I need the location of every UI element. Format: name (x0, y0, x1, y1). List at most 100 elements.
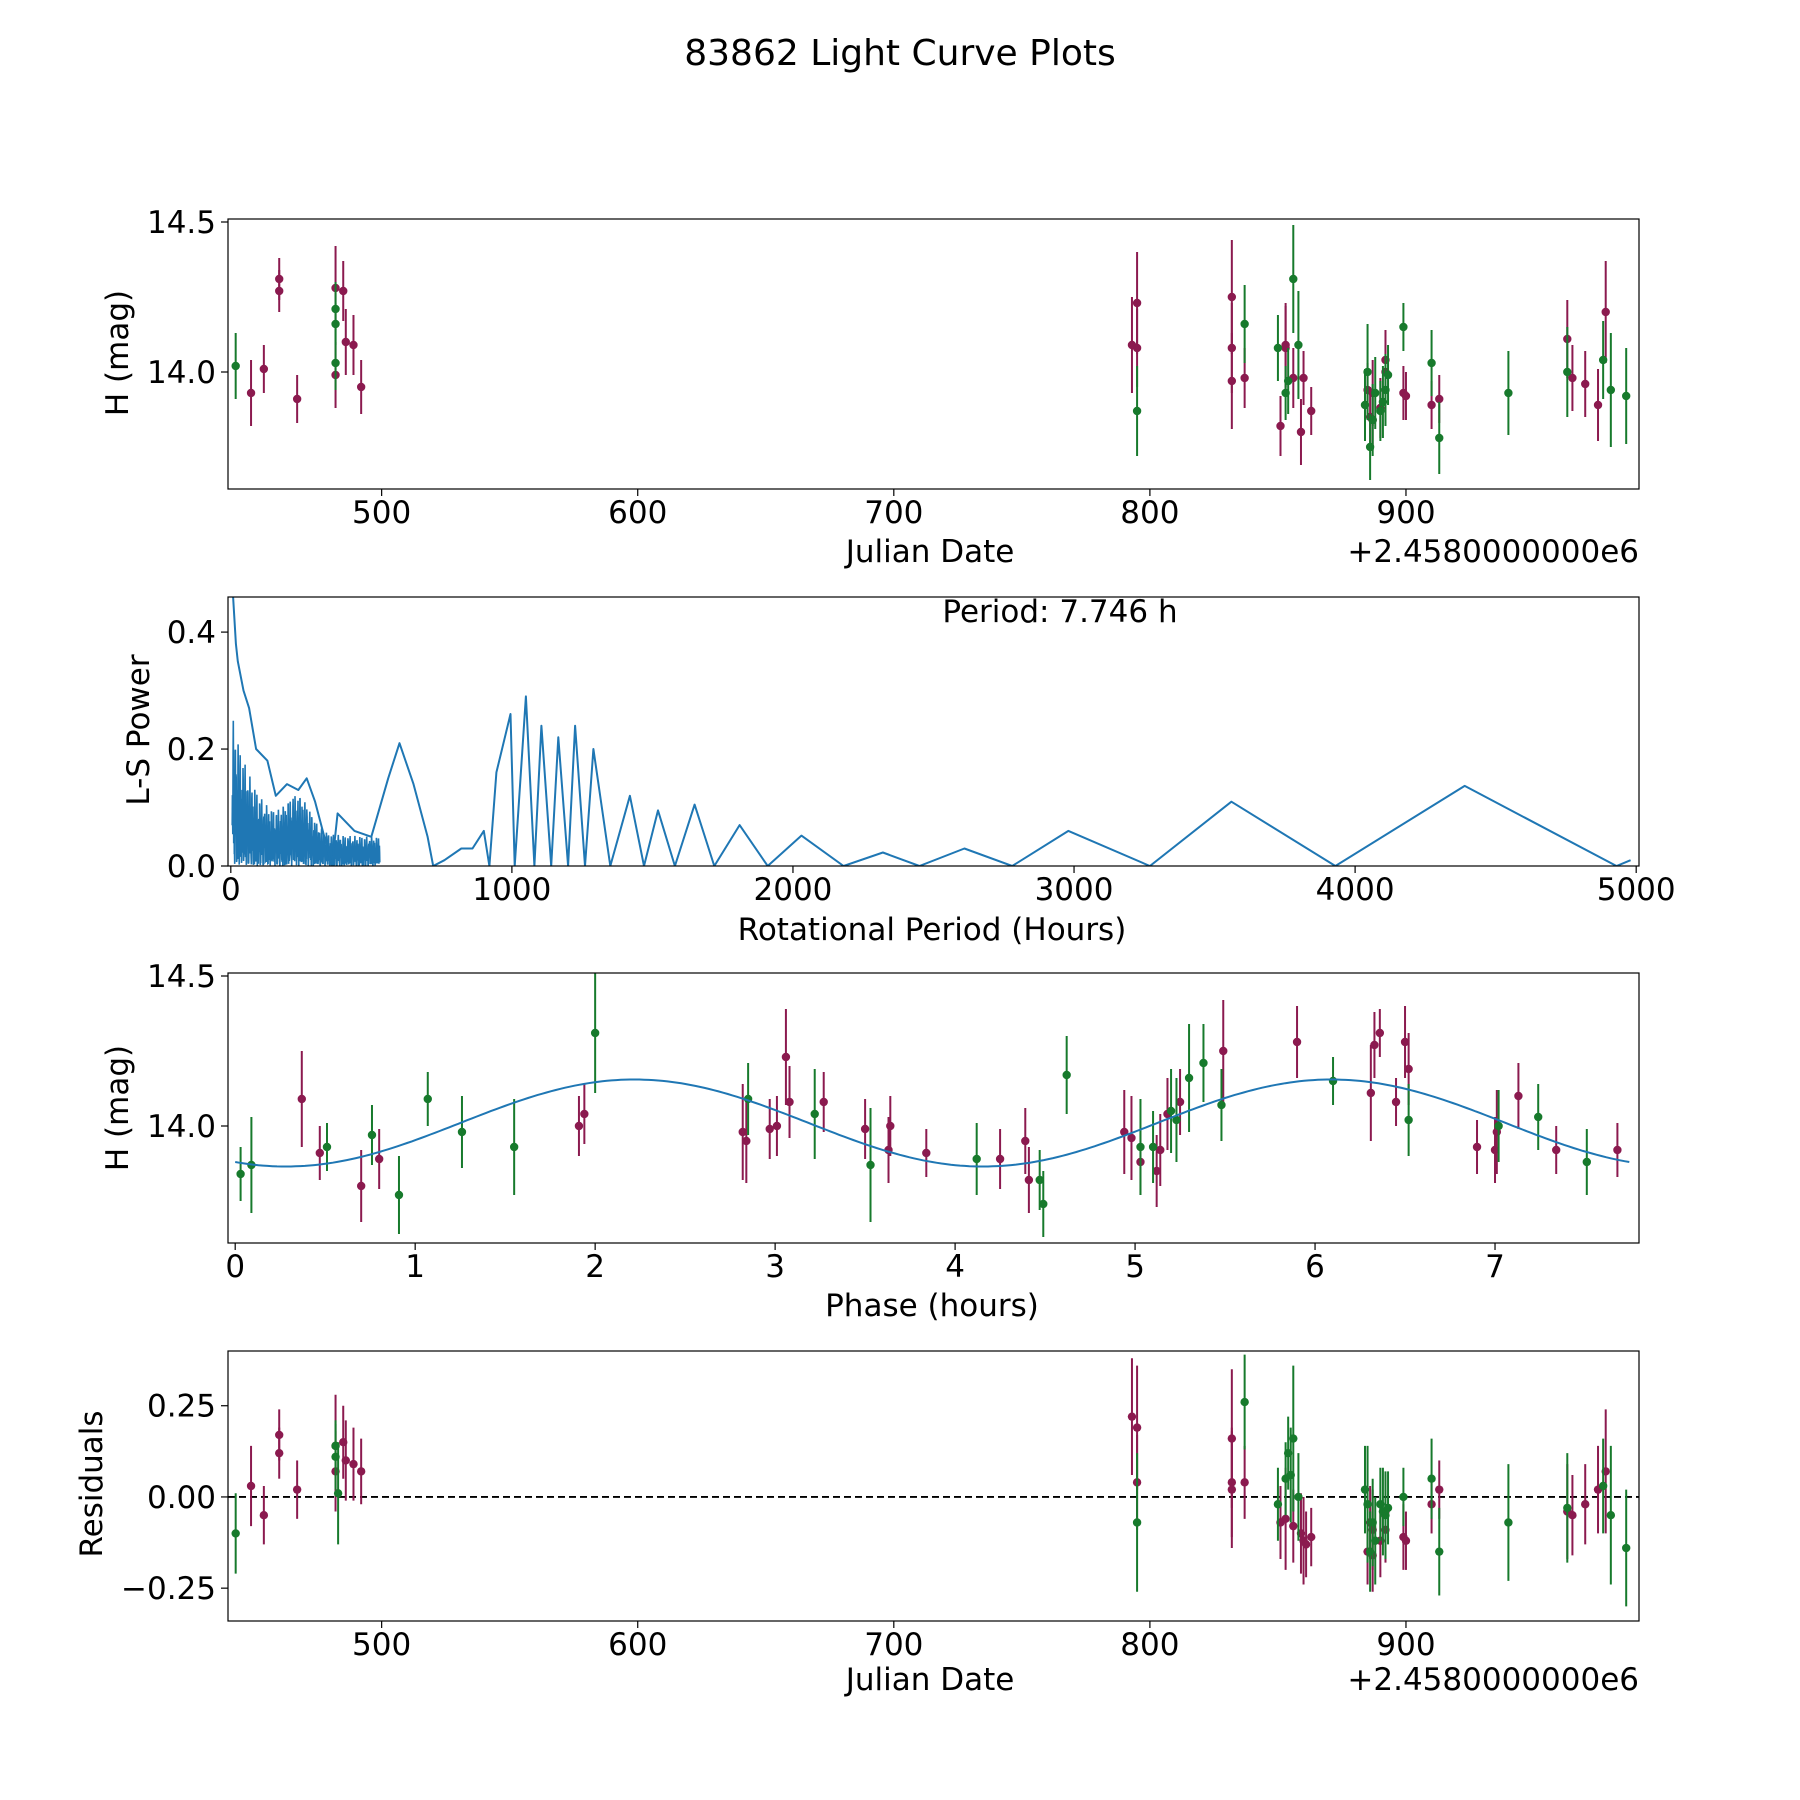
data-point (1435, 433, 1444, 443)
y-tick-label: 14.5 (147, 959, 216, 995)
x-tick-label: 1 (405, 1249, 425, 1285)
data-point (1472, 1142, 1482, 1152)
data-point (1307, 406, 1316, 416)
panel-0-x-offset: +2.4580000000e6 (1347, 534, 1639, 570)
data-point (231, 1529, 240, 1538)
data-point (1613, 1145, 1622, 1155)
data-point (1404, 1115, 1413, 1125)
panel-2-frame (227, 972, 1640, 1244)
data-point (1132, 406, 1142, 416)
data-point (341, 1456, 350, 1465)
data-point (275, 1448, 284, 1458)
data-point (1294, 1492, 1303, 1502)
data-point (1435, 1485, 1444, 1494)
panel-1-annotation: Period: 7.746 h (942, 594, 1177, 630)
data-point (972, 1154, 981, 1164)
x-tick-label: 900 (1376, 495, 1435, 531)
panel-1-xlabel: Rotational Period (Hours) (738, 912, 1127, 948)
data-point (1598, 1481, 1608, 1491)
data-point (1132, 1423, 1142, 1432)
data-point (1307, 1532, 1316, 1542)
data-point (1281, 1514, 1290, 1524)
data-point (1132, 1518, 1142, 1527)
panel-2-xlabel: Phase (hours) (825, 1288, 1039, 1324)
data-point (1175, 1097, 1185, 1107)
panel-2-ylabel: H (mag) (100, 1045, 136, 1171)
data-point (1581, 379, 1590, 389)
data-point (1621, 391, 1631, 401)
y-tick-label: −0.25 (121, 1571, 216, 1607)
data-point (1276, 421, 1285, 431)
data-point (995, 1154, 1005, 1164)
data-point (259, 364, 269, 374)
x-tick-label: 600 (608, 1627, 667, 1663)
data-point (322, 1142, 332, 1152)
data-point (231, 361, 240, 371)
data-point (1621, 1543, 1631, 1553)
data-point (1366, 1088, 1376, 1098)
data-point (1568, 1510, 1577, 1520)
panel-3-x-offset: +2.4580000000e6 (1347, 1662, 1639, 1698)
data-point (1132, 298, 1142, 308)
x-tick-label: 3 (765, 1249, 785, 1285)
data-point (1166, 1106, 1176, 1116)
panel-1-ylabel: L-S Power (121, 654, 157, 805)
data-point (1021, 1136, 1030, 1146)
data-point (1391, 1097, 1401, 1107)
data-point (349, 1459, 358, 1469)
data-point (246, 1481, 256, 1491)
phased-curve-panel: Phase (hours) H (mag) 0 1 2 3 4 5 6 7 14.5 14.0 (100, 959, 1640, 1324)
periodogram-panel: Period: 7.746 h Rotational Period (Hours… (121, 594, 1676, 948)
panel-0-plot-area (231, 225, 1631, 480)
data-point (1289, 1434, 1298, 1443)
data-point (1383, 370, 1393, 380)
data-point (1062, 1070, 1071, 1080)
data-point (1328, 1076, 1338, 1086)
periodogram-dense-line (231, 720, 381, 866)
data-point (1363, 1500, 1372, 1509)
data-point (1383, 1503, 1393, 1513)
x-tick-label: 7 (1485, 1249, 1505, 1285)
y-tick-label: 0.2 (167, 732, 216, 768)
model-fit-curve (235, 1078, 1630, 1168)
periodogram-line (232, 597, 1631, 866)
data-point (810, 1109, 819, 1119)
x-tick-label: 500 (352, 495, 411, 531)
data-point (1582, 1157, 1592, 1167)
y-tick-label: 0.25 (147, 1389, 216, 1425)
x-tick-label: 500 (352, 1627, 411, 1663)
data-point (292, 394, 302, 404)
data-point (1227, 376, 1237, 386)
data-point (1227, 292, 1237, 302)
data-point (1370, 1040, 1379, 1050)
data-point (1404, 1064, 1413, 1074)
data-point (1199, 1058, 1208, 1068)
data-point (1606, 385, 1616, 395)
y-tick-label: 0.4 (167, 615, 216, 651)
data-point (819, 1097, 828, 1107)
data-point (1563, 367, 1572, 377)
data-point (356, 1181, 366, 1191)
data-point (1132, 343, 1142, 353)
data-point (394, 1190, 404, 1200)
y-tick-label: 0.0 (167, 849, 216, 885)
data-point (785, 1097, 794, 1107)
data-point (580, 1109, 589, 1119)
data-point (1363, 367, 1372, 377)
x-tick-label: 0 (221, 872, 241, 908)
data-point (1534, 1112, 1543, 1122)
data-point (1294, 340, 1303, 350)
data-point (1514, 1091, 1523, 1101)
data-point (1371, 1536, 1380, 1545)
data-point (1401, 391, 1411, 401)
panel-0-ylabel: H (mag) (100, 290, 136, 416)
data-point (1399, 322, 1408, 332)
data-point (574, 1121, 584, 1131)
x-tick-label: 700 (864, 1627, 923, 1663)
data-point (866, 1160, 875, 1170)
data-point (374, 1154, 384, 1164)
y-tick-label: 14.0 (147, 1109, 216, 1145)
x-tick-label: 4 (945, 1249, 965, 1285)
data-point (1401, 1536, 1411, 1545)
data-point (742, 1136, 751, 1146)
